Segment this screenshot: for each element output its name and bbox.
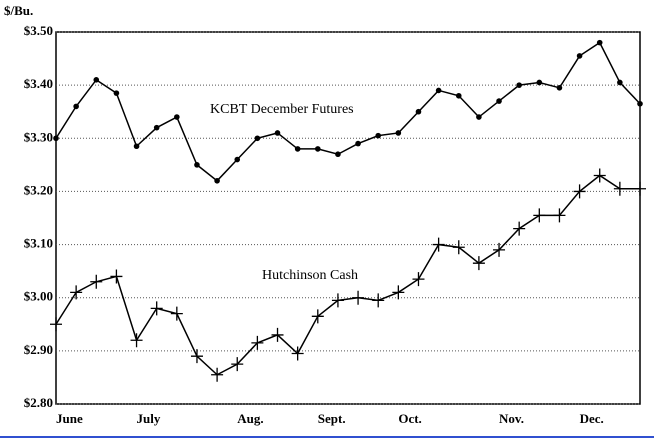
y-tick-label: $3.10 bbox=[24, 236, 53, 251]
point bbox=[516, 82, 522, 88]
y-tick-label: $2.90 bbox=[24, 342, 53, 357]
point bbox=[331, 293, 344, 308]
point bbox=[634, 181, 646, 196]
point bbox=[133, 143, 140, 150]
point bbox=[294, 146, 301, 152]
point bbox=[553, 208, 566, 223]
x-tick-label: Dec. bbox=[580, 411, 604, 426]
point bbox=[271, 327, 284, 342]
point bbox=[455, 92, 462, 99]
point bbox=[496, 98, 502, 104]
y-tick-label: $3.30 bbox=[24, 129, 53, 144]
point bbox=[291, 346, 304, 361]
point bbox=[254, 135, 261, 142]
point bbox=[352, 290, 365, 305]
point bbox=[153, 124, 160, 131]
point bbox=[73, 103, 79, 110]
point bbox=[573, 184, 586, 199]
x-tick-label: Oct. bbox=[398, 411, 421, 426]
point bbox=[231, 357, 244, 372]
point bbox=[596, 39, 603, 46]
point bbox=[174, 114, 180, 120]
point bbox=[150, 301, 163, 316]
point bbox=[415, 108, 422, 115]
y-tick-label: $3.20 bbox=[24, 182, 53, 197]
x-tick-label: Aug. bbox=[237, 411, 263, 426]
point bbox=[472, 256, 485, 271]
point bbox=[617, 79, 623, 86]
point bbox=[93, 77, 100, 83]
point bbox=[556, 85, 563, 91]
x-tick-label: June bbox=[56, 411, 83, 426]
point bbox=[392, 285, 405, 300]
point bbox=[274, 130, 281, 136]
point bbox=[170, 306, 183, 321]
point bbox=[513, 221, 526, 236]
plot-frame bbox=[55, 31, 641, 405]
point bbox=[194, 162, 200, 168]
point bbox=[432, 237, 445, 252]
point bbox=[335, 151, 341, 158]
y-tick-label: $3.40 bbox=[24, 76, 53, 91]
point bbox=[372, 293, 385, 308]
point bbox=[412, 272, 425, 287]
point bbox=[90, 274, 103, 289]
point bbox=[113, 90, 120, 96]
x-tick-label: July bbox=[137, 411, 161, 426]
point bbox=[576, 53, 583, 59]
series-line bbox=[55, 41, 641, 182]
point bbox=[375, 132, 382, 139]
point bbox=[314, 146, 321, 152]
point bbox=[637, 100, 643, 107]
point bbox=[593, 168, 606, 183]
y-tick-label: $3.50 bbox=[24, 23, 53, 38]
point bbox=[130, 333, 143, 348]
y-tick-label: $3.00 bbox=[24, 289, 53, 304]
point bbox=[395, 130, 402, 136]
point bbox=[355, 140, 361, 147]
y-tick-label: $2.80 bbox=[24, 395, 53, 410]
point bbox=[613, 181, 626, 196]
point bbox=[435, 87, 442, 94]
point bbox=[311, 309, 324, 324]
point bbox=[70, 285, 83, 300]
point bbox=[476, 114, 482, 120]
point bbox=[234, 156, 241, 163]
point bbox=[536, 79, 543, 86]
point bbox=[53, 135, 59, 142]
point bbox=[110, 269, 123, 284]
point bbox=[251, 335, 264, 350]
point bbox=[493, 242, 506, 257]
point bbox=[533, 208, 546, 223]
point bbox=[190, 349, 203, 364]
y-axis-label: $/Bu. bbox=[4, 3, 33, 18]
series-label: Hutchinson Cash bbox=[262, 268, 358, 283]
point bbox=[452, 240, 465, 255]
point bbox=[211, 367, 224, 382]
x-tick-label: Nov. bbox=[499, 411, 524, 426]
point bbox=[214, 178, 220, 184]
point bbox=[50, 317, 62, 332]
series-label: KCBT December Futures bbox=[210, 102, 354, 117]
x-tick-label: Sept. bbox=[318, 411, 346, 426]
